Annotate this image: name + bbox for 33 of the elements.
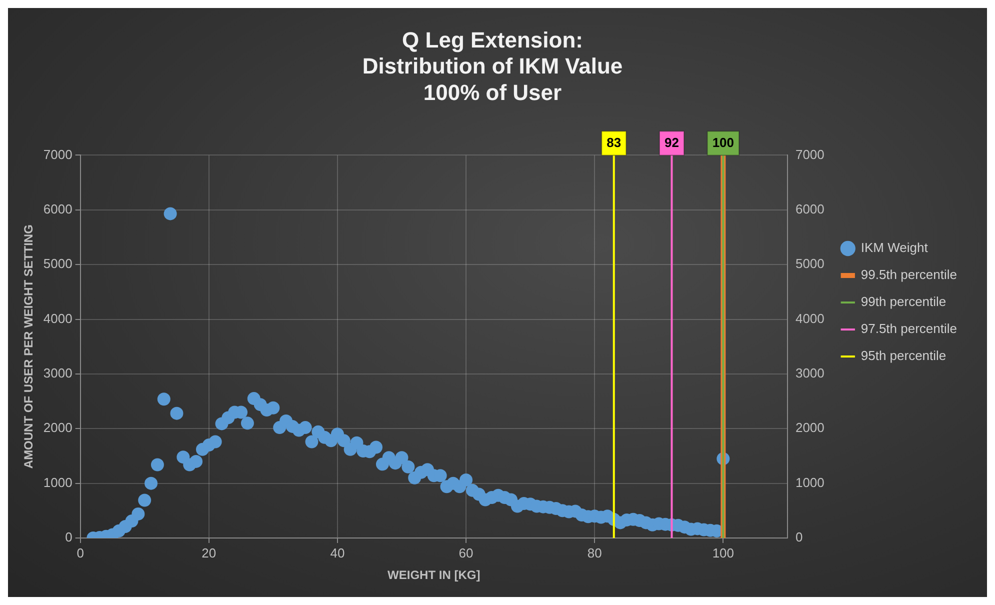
y2-tick-label: 6000 (795, 201, 824, 216)
y-tick-label: 1000 (43, 474, 72, 490)
y-axis-title: AMOUNT OF USER PER WEIGHT SETTING (22, 224, 36, 469)
y-tick-label: 2000 (43, 420, 72, 436)
legend-label: 95th percentile (860, 348, 946, 364)
y-tick-label: 7000 (43, 146, 72, 162)
x-tick-label: 60 (458, 545, 474, 560)
x-tick-label: 40 (330, 545, 345, 560)
annotation: 100 (712, 134, 734, 150)
legend-label: IKM Weight (860, 240, 928, 256)
y2-tick-label: 7000 (795, 146, 824, 162)
legend-label: 99th percentile (860, 294, 946, 310)
x-axis-title: WEIGHT IN [KG] (388, 568, 480, 582)
legend-label: 99.5th percentile (860, 267, 957, 282)
y-tick-label: 0 (65, 530, 72, 545)
y2-tick-label: 0 (795, 530, 803, 545)
y-tick-label: 6000 (43, 201, 72, 216)
legend-label: 97.5th percentile (860, 321, 957, 336)
y2-tick-label: 2000 (795, 420, 824, 436)
annotation: 92 (664, 134, 679, 150)
chart-title: Q Leg Extension: Distribution of IKM Value 100% of User (362, 27, 623, 106)
y2-tick-label: 3000 (795, 366, 824, 381)
x-tick-label: 100 (712, 545, 734, 560)
y-tick-label: 3000 (43, 366, 72, 381)
y2-tick-label: 5000 (795, 256, 824, 272)
x-tick-label: 20 (202, 545, 216, 560)
x-tick-label: 80 (587, 545, 602, 560)
y-tick-label: 4000 (43, 310, 72, 326)
annotation: 83 (606, 134, 622, 150)
y2-tick-label: 1000 (795, 474, 824, 490)
y2-tick-label: 4000 (795, 310, 824, 326)
x-tick-label: 0 (76, 545, 84, 560)
y-tick-label: 5000 (43, 256, 72, 272)
